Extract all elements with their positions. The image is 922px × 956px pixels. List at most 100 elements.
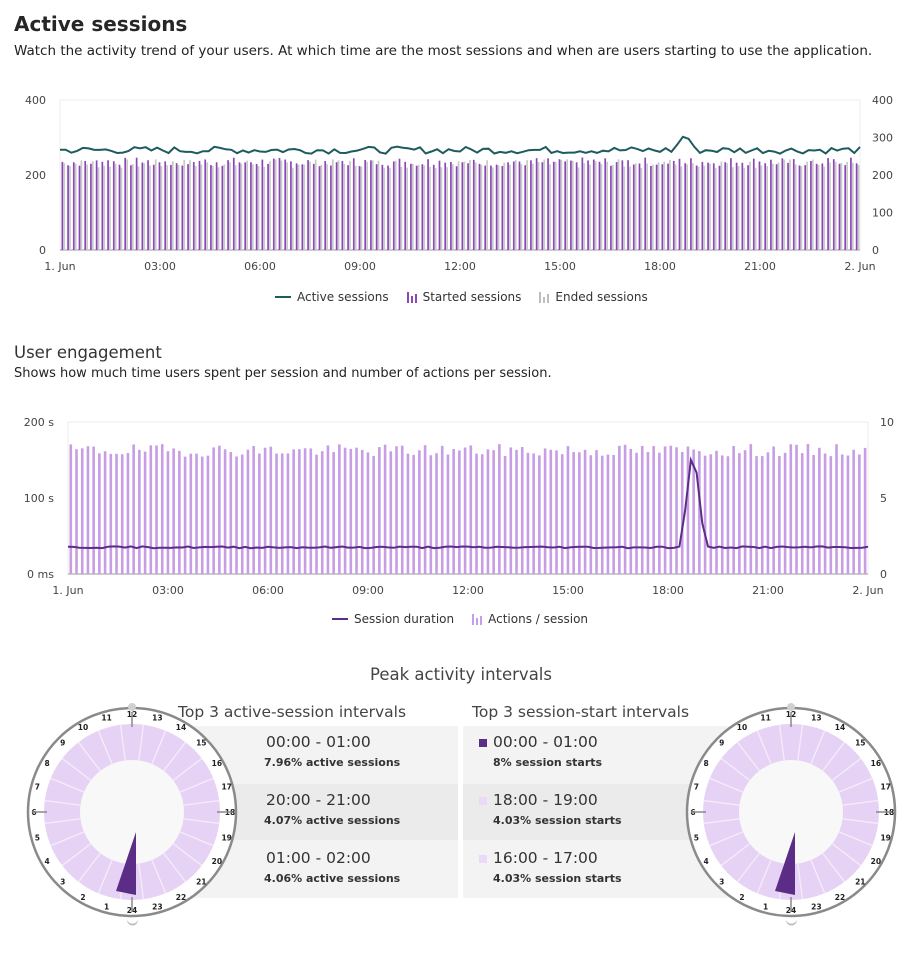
interval-color-icon <box>479 797 487 805</box>
clock-segment-divider <box>736 852 760 883</box>
bar-mark <box>377 160 380 250</box>
legend-started-sessions[interactable]: Started sessions <box>406 290 521 304</box>
active-sessions-chart[interactable]: 0 200 400 0 100 200 300 400 1. Jun 03:00 06:00 09:0… <box>0 90 922 275</box>
bar-mark <box>452 449 455 574</box>
bar-mark <box>617 159 620 250</box>
bar-mark <box>610 165 612 250</box>
bar-mark <box>315 454 318 574</box>
bar-mark <box>823 453 827 574</box>
bar-mark <box>732 446 735 574</box>
bar-mark <box>112 161 115 250</box>
clock-segment-divider <box>44 799 81 806</box>
bar-mark <box>549 449 553 574</box>
bar-mark <box>432 164 435 250</box>
legend-active-sessions[interactable]: Active sessions <box>275 290 389 304</box>
bar-mark <box>811 159 814 250</box>
bar-mark <box>730 158 732 250</box>
user-engagement-chart[interactable]: 0 ms 100 s 200 s 0 5 10 1. Jun 03:00 06:00 09:00 1… <box>0 412 922 597</box>
bar-mark <box>366 452 370 574</box>
bar-mark <box>564 161 567 250</box>
bar-mark <box>754 167 757 250</box>
bar-mark <box>492 450 495 574</box>
clock-segment-divider <box>50 777 85 793</box>
bar-mark <box>335 162 338 250</box>
clock-segment-divider <box>151 730 167 765</box>
clock-center <box>739 760 843 864</box>
bar-mark <box>318 166 321 250</box>
bar-mark <box>789 444 793 574</box>
bar-mark <box>234 165 237 250</box>
active-interval-row[interactable]: 00:00 - 01:00 7.96% active sessions <box>176 726 458 782</box>
bar-mark <box>261 159 264 250</box>
bar-mark <box>760 165 763 250</box>
bar-mark <box>95 160 98 250</box>
bar-mark <box>198 160 201 250</box>
bar-mark <box>451 164 454 250</box>
clock-segment-divider <box>179 831 214 847</box>
bar-mark <box>67 165 69 250</box>
bar-mark <box>400 445 404 574</box>
bar-mark <box>238 162 241 250</box>
bar-mark <box>478 163 481 250</box>
bar-mark <box>817 164 820 250</box>
clock-hour-label: 11 <box>101 713 111 722</box>
bar-mark <box>560 454 564 574</box>
bar-mark <box>804 165 807 250</box>
bar-mark <box>858 454 861 574</box>
bar-mark <box>658 452 661 574</box>
bar-mark <box>90 163 92 250</box>
bar-mark <box>758 161 761 250</box>
legend-ended-sessions[interactable]: Ended sessions <box>539 290 648 304</box>
bar-mark <box>583 449 587 574</box>
y-right-tick-label: 200 <box>872 169 893 182</box>
bar-mark <box>347 165 349 250</box>
bar-mark <box>692 449 695 574</box>
bar-mark <box>152 164 155 250</box>
bar-mark <box>526 160 528 250</box>
bar-mark <box>600 455 604 574</box>
bar-mark <box>160 165 163 250</box>
bar-mark <box>286 453 290 574</box>
bar-mark <box>124 157 127 250</box>
legend-actions-per-session[interactable]: Actions / session <box>472 612 588 626</box>
bar-mark <box>760 456 764 574</box>
bar-mark <box>141 162 144 250</box>
bar-mark <box>703 455 707 574</box>
bar-mark <box>206 455 210 574</box>
clock-hour-label: 20 <box>212 857 222 866</box>
bar-mark <box>69 444 73 574</box>
bar-mark <box>326 164 328 250</box>
start-interval-row[interactable]: 00:00 - 01:00 8% session starts <box>463 726 745 782</box>
bar-mark <box>69 165 71 250</box>
bar-mark <box>651 164 654 250</box>
clock-hour-label: 14 <box>176 723 186 732</box>
bar-mark <box>440 167 443 250</box>
start-interval-row[interactable]: 16:00 - 17:00 4.03% session starts <box>463 842 745 898</box>
y-right-tick-label: 400 <box>872 94 893 107</box>
bar-mark <box>143 451 147 574</box>
bar-swatch-icon <box>539 291 550 303</box>
clock-hour-label: 9 <box>719 739 724 748</box>
bar-mark <box>235 456 238 574</box>
bar-mark <box>80 448 84 574</box>
bar-mark <box>275 453 278 574</box>
y-right-tick-label: 0 <box>872 244 879 257</box>
active-sessions-title: Active sessions <box>14 12 188 36</box>
bar-mark <box>255 163 258 250</box>
clock-segment-divider <box>77 852 101 883</box>
moon-icon <box>786 920 797 926</box>
clock-hour-label: 7 <box>694 783 699 792</box>
bar-mark <box>80 160 83 250</box>
y-left-tick-label: 200 s <box>24 416 54 429</box>
bar-mark <box>632 164 635 250</box>
bar-mark <box>343 447 347 574</box>
clock-segment-divider <box>842 799 879 806</box>
clock-center <box>80 760 184 864</box>
interval-color-icon <box>479 739 487 747</box>
x-tick-label: 1. Jun <box>52 584 83 597</box>
active-interval-row[interactable]: 01:00 - 02:00 4.06% active sessions <box>176 842 458 898</box>
legend-label: Session duration <box>354 612 455 626</box>
bar-mark <box>103 165 106 250</box>
clock-hour-label: 8 <box>704 759 709 768</box>
legend-session-duration[interactable]: Session duration <box>332 612 454 626</box>
